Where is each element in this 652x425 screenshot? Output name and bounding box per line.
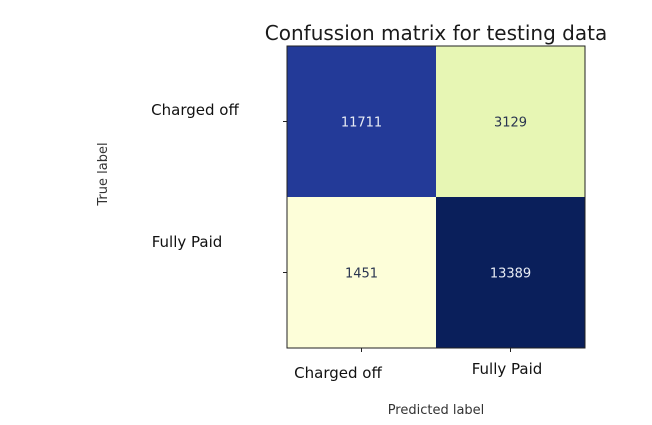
heatmap-cell-0-1 bbox=[436, 46, 585, 197]
heatmap-cell-value-1-1: 13389 bbox=[490, 267, 531, 282]
heatmap-cells bbox=[287, 46, 585, 348]
plot-frame bbox=[286, 45, 586, 349]
heatmap-cell-value-1-0: 1451 bbox=[345, 267, 378, 282]
x-axis-label: Predicted label bbox=[388, 403, 485, 418]
y-axis-label: True label bbox=[96, 142, 111, 206]
y-tick-label-1: Fully Paid bbox=[152, 233, 223, 251]
y-axis-ticks: Charged off Fully Paid bbox=[151, 101, 287, 273]
heatmap-cell-1-0 bbox=[287, 197, 436, 348]
x-tick-label-1: Fully Paid bbox=[472, 360, 543, 378]
heatmap-cell-1-1 bbox=[436, 197, 585, 348]
x-tick-label-0: Charged off bbox=[294, 364, 382, 382]
heatmap-cell-0-0 bbox=[287, 46, 436, 197]
x-axis-ticks: Charged off Fully Paid bbox=[294, 348, 542, 382]
y-tick-label-0: Charged off bbox=[151, 101, 239, 119]
heatmap-cell-labels: 11711 3129 1451 13389 bbox=[341, 116, 531, 282]
chart-title: Confussion matrix for testing data bbox=[265, 21, 607, 45]
heatmap-cell-value-0-0: 11711 bbox=[341, 116, 382, 131]
heatmap-cell-value-0-1: 3129 bbox=[494, 116, 527, 131]
